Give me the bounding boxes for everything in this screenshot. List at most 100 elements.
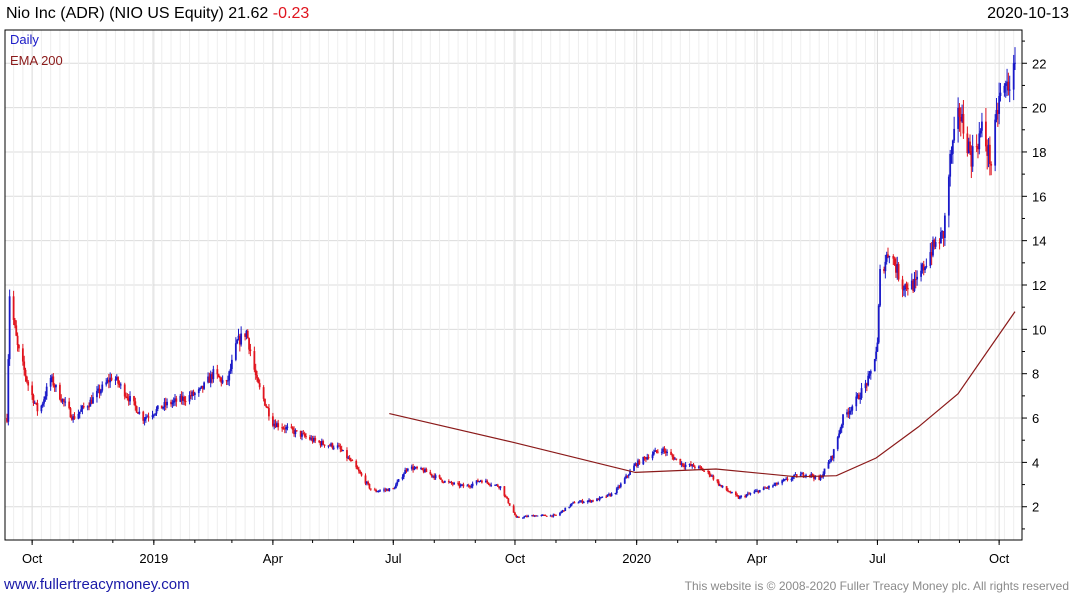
candle-body [367, 481, 370, 484]
candle-body [925, 265, 928, 268]
candle-body [858, 394, 860, 400]
candle-body [666, 451, 668, 453]
candle-body [234, 343, 237, 360]
candle-body [645, 457, 647, 460]
candle-body [90, 399, 93, 404]
candle-body [693, 466, 696, 468]
candle-body [627, 474, 630, 476]
candle-body [850, 410, 852, 412]
site-link[interactable]: www.fullertreacymoney.com [4, 576, 190, 593]
candle-body [1008, 89, 1011, 91]
candle-body [314, 437, 317, 441]
candle-body [275, 423, 278, 428]
candle-body [994, 119, 997, 166]
candle-body [219, 377, 221, 379]
candle-body [396, 481, 399, 485]
candle-body [125, 396, 127, 398]
candle-body [652, 451, 655, 455]
candle-body [943, 215, 946, 238]
candle-body [913, 278, 916, 291]
candle-body [31, 385, 34, 396]
candle-body [166, 401, 168, 406]
candle-body [814, 475, 817, 479]
candle-body [682, 463, 684, 467]
candle-body [356, 467, 359, 470]
candle-body [801, 473, 803, 475]
security-ticker: (NIO US Equity) [109, 5, 224, 22]
candle-body [506, 496, 508, 499]
candle-body [14, 319, 16, 326]
candle-body [842, 414, 844, 425]
candle-body [355, 460, 358, 468]
candle-body [670, 451, 672, 455]
candle-body [777, 483, 780, 485]
candle-body [207, 376, 209, 383]
candle-body [236, 340, 239, 344]
candle-body [813, 476, 815, 479]
candle-body [503, 486, 506, 496]
candle-body [793, 474, 795, 477]
candle-body [635, 463, 638, 467]
candle-body [717, 481, 720, 486]
candle-body [237, 335, 240, 341]
candle-body [572, 502, 575, 504]
candle-body [152, 414, 155, 416]
candle-body [357, 469, 360, 472]
candle-body [221, 380, 224, 383]
candle-body [586, 500, 589, 503]
candle-body [245, 330, 248, 337]
candle-body [244, 333, 247, 337]
candle-body [512, 505, 515, 513]
candle-body [200, 385, 203, 389]
candle-body [950, 153, 953, 155]
candle-body [498, 486, 500, 489]
candle-body [549, 515, 552, 517]
candle-body [286, 426, 289, 428]
candle-body [790, 478, 793, 481]
y-tick-label: 8 [1032, 367, 1039, 382]
candle-body [97, 388, 100, 391]
candle-body [749, 493, 752, 495]
candle-body [373, 489, 376, 491]
candle-body [484, 480, 487, 483]
candle-body [32, 395, 35, 403]
candle-body [462, 484, 465, 487]
x-tick-label: Jul [385, 551, 402, 566]
candle-body [811, 473, 814, 477]
candle-body [607, 494, 610, 496]
candle-body [69, 408, 72, 418]
candle-body [346, 450, 348, 459]
candle-body [838, 433, 840, 438]
candle-body [351, 460, 354, 462]
candle-body [7, 359, 10, 422]
candle-body [110, 377, 113, 381]
y-tick-label: 4 [1032, 455, 1039, 470]
candle-body [175, 398, 178, 402]
candle-body [552, 514, 555, 517]
y-tick-label: 2 [1032, 500, 1039, 515]
candle-body [654, 450, 657, 452]
candle-body [1014, 62, 1016, 64]
candle-body [1007, 81, 1010, 91]
candle-body [89, 399, 92, 407]
candle-body [401, 476, 404, 480]
candle-body [855, 396, 858, 407]
candle-body [285, 427, 288, 430]
candle-body [563, 510, 565, 512]
candle-body [518, 516, 520, 518]
candle-body [385, 489, 388, 491]
candle-body [684, 464, 687, 467]
candle-body [744, 496, 747, 498]
candle-body [496, 484, 499, 487]
candle-body [725, 486, 728, 491]
candle-body [522, 517, 524, 519]
candle-body [494, 484, 497, 486]
candle-body [188, 395, 191, 402]
candle-body [447, 481, 450, 483]
candle-body [350, 459, 352, 461]
candle-body [138, 411, 141, 414]
candle-body [559, 512, 561, 516]
candle-body [762, 487, 765, 490]
candle-body [312, 437, 315, 442]
candle-body [998, 95, 1001, 114]
